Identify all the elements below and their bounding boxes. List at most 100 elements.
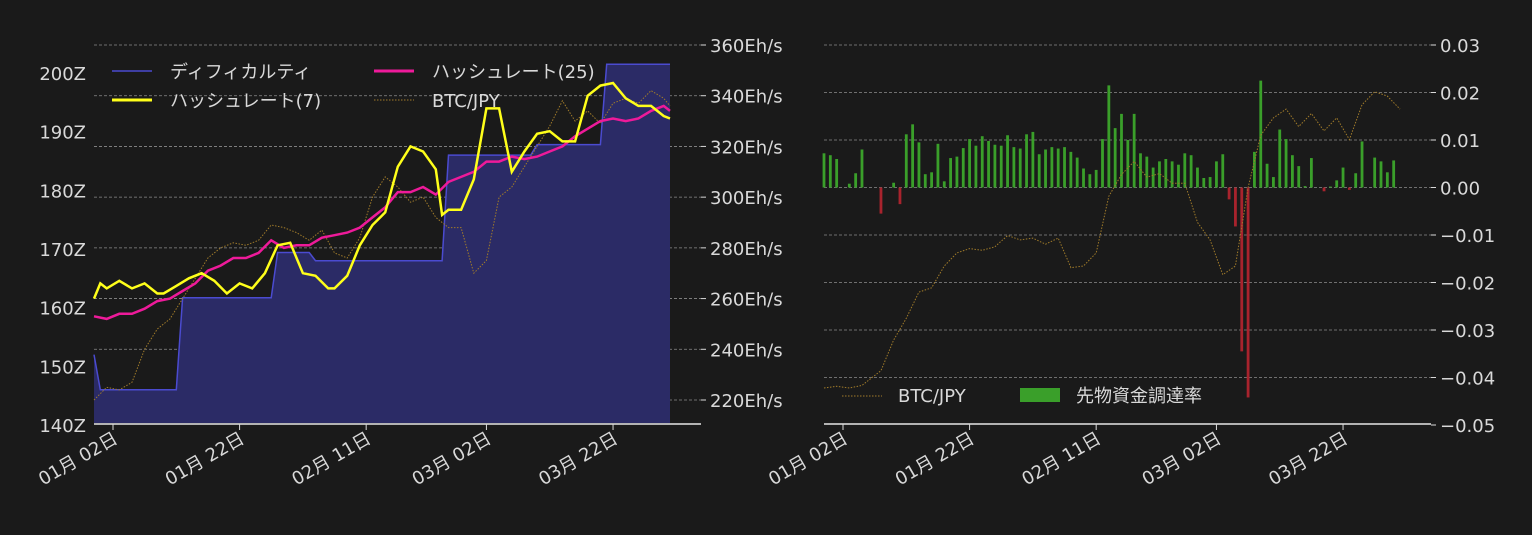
funding-rate-bar	[955, 156, 959, 188]
right-y-tick-label: 0.01	[1440, 131, 1480, 152]
funding-rate-bar	[1056, 148, 1060, 188]
funding-rate-bar	[835, 159, 839, 188]
funding-rate-bar	[1012, 147, 1016, 188]
funding-rate-bar	[1107, 85, 1111, 188]
funding-rate-bar	[1196, 167, 1199, 188]
right-gridlines	[824, 44, 1431, 378]
funding-rate-bar	[904, 134, 908, 188]
right-axes: −0.05 −0.04 −0.03 −0.02 −0.01 0.00 0.01 0.02 0.0…	[765, 36, 1495, 490]
funding-rate-bar	[1050, 147, 1054, 188]
funding-rate-bar	[860, 149, 864, 188]
left-y-tick-label: 140Z	[39, 416, 86, 437]
funding-rate-bar	[1335, 180, 1339, 188]
funding-rate-bar	[1215, 161, 1218, 188]
funding-rate-bar	[1221, 154, 1225, 188]
funding-rate-bar	[1126, 140, 1130, 188]
left-y-tick-label: 180Z	[39, 181, 86, 202]
funding-rate-bar	[1354, 173, 1358, 188]
funding-rate-bar	[1341, 167, 1345, 188]
funding-rate-bar	[1392, 160, 1396, 188]
funding-rate-bar	[1063, 147, 1066, 188]
x-tick-label: 02月 11日	[288, 428, 374, 490]
funding-rate-bar	[1170, 161, 1174, 188]
funding-rate-bar	[1328, 186, 1332, 188]
funding-rate-bar	[854, 173, 858, 188]
funding-rate-bar	[1234, 187, 1237, 227]
x-tick-label: 03月 02日	[1139, 428, 1225, 490]
funding-rate-bar	[942, 181, 946, 188]
difficulty-hashrate-chart: 140Z 150Z 160Z 170Z 180Z 190Z 200Z 220Eh/s 240Eh…	[35, 36, 782, 490]
funding-rate-bar	[1018, 148, 1022, 188]
right-y-tick-label: 300Eh/s	[710, 188, 783, 209]
funding-rate-bar	[1139, 153, 1142, 188]
funding-rate-bar	[1031, 131, 1035, 188]
x-tick-label: 01月 02日	[35, 428, 121, 490]
legend-label: ハッシュレート(25)	[432, 62, 595, 83]
funding-rate-bar	[1145, 156, 1149, 188]
right-y-tick-label: −0.02	[1440, 274, 1495, 295]
x-tick-label: 03月 22日	[1265, 428, 1351, 490]
funding-rate-chart: −0.05 −0.04 −0.03 −0.02 −0.01 0.00 0.01 0.02 0.0…	[765, 36, 1495, 490]
legend-label: ハッシュレート(7)	[170, 91, 321, 112]
funding-rate-bar	[968, 139, 971, 188]
right-y-tick-label: 320Eh/s	[710, 137, 783, 158]
funding-rate-bar	[1385, 172, 1389, 188]
funding-rate-bar	[917, 142, 921, 188]
funding-rate-bar	[949, 158, 952, 188]
right-y-tick-label: −0.03	[1440, 321, 1495, 342]
funding-rate-bar	[1253, 151, 1256, 188]
funding-rate-bar	[1025, 134, 1028, 188]
funding-rate-bar	[1177, 164, 1180, 188]
btc-jpy-line-left	[93, 89, 671, 401]
legend-label: BTC/JPY	[432, 91, 501, 112]
funding-rate-bar	[1037, 154, 1041, 188]
funding-rate-bar	[1189, 155, 1193, 188]
right-y-tick-label: 260Eh/s	[710, 290, 783, 311]
funding-rate-bar	[1132, 113, 1136, 188]
funding-rate-bar	[828, 155, 832, 188]
funding-rate-bar	[1075, 157, 1079, 188]
funding-rate-bar	[898, 187, 902, 205]
funding-rate-bar	[1379, 161, 1383, 188]
right-y-tick-label: −0.05	[1440, 416, 1495, 437]
funding-rate-bar	[1151, 167, 1155, 188]
funding-rate-bar	[936, 143, 940, 188]
legend-label: 先物資金調達率	[1076, 386, 1202, 407]
funding-rate-bar	[980, 136, 984, 188]
funding-rate-bar	[911, 124, 915, 188]
funding-rate-bar	[892, 182, 896, 188]
right-y-tick-label: 0.00	[1440, 179, 1480, 200]
funding-rate-bar	[1158, 161, 1161, 188]
funding-rate-bar	[1113, 128, 1117, 188]
right-y-tick-label: −0.04	[1440, 369, 1495, 390]
right-legend: BTC/JPY 先物資金調達率	[842, 386, 1202, 407]
right-y-tick-label: −0.01	[1440, 226, 1495, 247]
funding-rate-bar	[1227, 187, 1231, 200]
funding-rate-bar	[1120, 113, 1123, 188]
funding-rate-bar	[1290, 155, 1294, 188]
left-y-tick-label: 150Z	[39, 357, 86, 378]
left-y-tick-label: 190Z	[39, 123, 86, 144]
funding-rate-bar	[1044, 149, 1047, 188]
legend-label: BTC/JPY	[898, 386, 967, 407]
x-tick-label: 01月 22日	[162, 428, 248, 490]
funding-rate-bar	[1373, 157, 1377, 188]
funding-rate-bar	[1082, 168, 1085, 188]
left-legend: ディフィカルティ ハッシュレート(25) ハッシュレート(7) BTC/JPY	[112, 62, 595, 112]
funding-rate-bar	[1259, 80, 1263, 188]
difficulty-line	[93, 63, 670, 391]
funding-rate-bar	[1164, 159, 1168, 188]
funding-rate-bar	[993, 144, 997, 188]
x-tick-label: 01月 22日	[892, 428, 978, 490]
funding-rate-bar	[1246, 187, 1250, 398]
x-tick-label: 02月 11日	[1018, 428, 1104, 490]
right-y-tick-label: 0.02	[1440, 84, 1480, 105]
funding-rate-bar	[879, 187, 883, 214]
funding-rate-bar	[1303, 186, 1307, 188]
funding-rate-bar	[923, 174, 927, 188]
funding-rate-bar	[974, 145, 978, 188]
difficulty-area	[94, 64, 670, 423]
funding-rate-bar	[930, 172, 934, 188]
funding-rate-bar	[1360, 141, 1364, 188]
